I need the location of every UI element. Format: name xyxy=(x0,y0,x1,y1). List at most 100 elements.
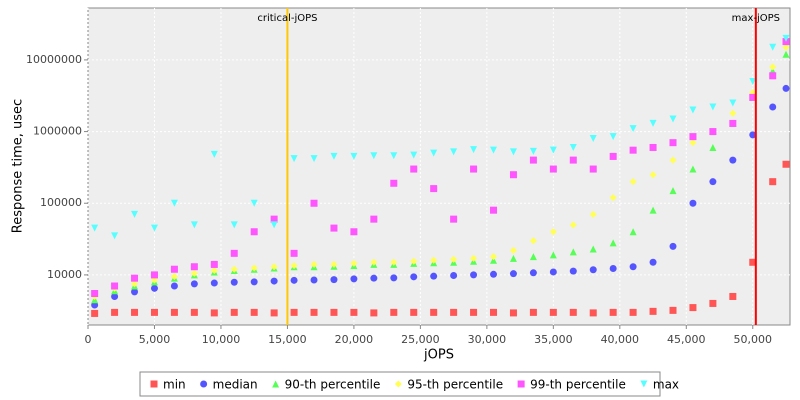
point xyxy=(529,147,537,155)
point xyxy=(111,308,119,316)
point xyxy=(250,228,258,236)
point xyxy=(629,178,637,186)
point xyxy=(569,248,577,256)
point xyxy=(170,282,178,290)
point xyxy=(310,155,318,163)
legend-marker xyxy=(150,380,158,388)
legend-label: 90-th percentile xyxy=(285,378,381,392)
point xyxy=(629,146,637,154)
point xyxy=(769,63,777,71)
point xyxy=(150,224,158,232)
point xyxy=(310,308,318,316)
point xyxy=(330,260,338,268)
x-tick-label: 30,000 xyxy=(468,333,507,346)
point xyxy=(91,224,99,232)
point xyxy=(749,77,757,85)
point xyxy=(470,146,478,154)
point xyxy=(410,165,418,173)
legend-label: median xyxy=(213,378,258,392)
point xyxy=(629,228,637,236)
point xyxy=(629,125,637,133)
point xyxy=(390,152,398,160)
point xyxy=(490,253,498,261)
x-tick-label: 10,000 xyxy=(202,333,241,346)
point xyxy=(170,273,178,281)
point xyxy=(131,210,139,218)
point xyxy=(589,245,597,253)
point xyxy=(689,199,697,207)
point xyxy=(190,221,198,229)
point xyxy=(410,308,418,316)
point xyxy=(669,187,677,195)
point xyxy=(549,228,557,236)
point xyxy=(529,237,537,245)
point xyxy=(131,274,139,282)
y-tick-label: 1000000 xyxy=(33,125,82,138)
point xyxy=(250,199,258,207)
point xyxy=(230,249,238,257)
point xyxy=(131,280,139,288)
x-tick-label: 5,000 xyxy=(139,333,171,346)
point xyxy=(709,103,717,111)
point xyxy=(91,290,99,298)
point xyxy=(669,306,677,314)
point xyxy=(782,84,790,92)
legend-marker xyxy=(640,380,648,388)
point xyxy=(709,128,717,136)
point xyxy=(782,34,790,42)
point xyxy=(230,265,238,273)
point xyxy=(609,239,617,247)
point xyxy=(569,267,577,275)
point xyxy=(190,269,198,277)
point xyxy=(549,268,557,276)
point xyxy=(669,115,677,123)
point xyxy=(589,266,597,274)
point xyxy=(370,152,378,160)
point xyxy=(490,146,498,154)
point xyxy=(290,155,298,163)
annotation-label: critical-jOPS xyxy=(257,13,317,24)
point xyxy=(669,139,677,147)
point xyxy=(649,307,657,315)
point xyxy=(529,269,537,277)
point xyxy=(689,165,697,173)
x-tick-label: 25,000 xyxy=(401,333,440,346)
point xyxy=(782,43,790,51)
point xyxy=(649,119,657,127)
point xyxy=(230,308,238,316)
point xyxy=(390,308,398,316)
point xyxy=(150,284,158,292)
legend-label: min xyxy=(163,378,186,392)
point xyxy=(210,309,218,317)
point xyxy=(529,253,537,261)
point xyxy=(250,278,258,286)
point xyxy=(709,178,717,186)
point xyxy=(310,260,318,268)
y-tick-label: 10000000 xyxy=(26,53,82,66)
point xyxy=(609,308,617,316)
point xyxy=(629,308,637,316)
point xyxy=(370,258,378,266)
legend-marker xyxy=(272,380,280,388)
point xyxy=(111,232,119,240)
point xyxy=(549,251,557,259)
point xyxy=(350,275,358,283)
point xyxy=(609,152,617,160)
point xyxy=(410,257,418,265)
point xyxy=(270,215,278,223)
point xyxy=(111,282,119,290)
point xyxy=(170,265,178,273)
point xyxy=(450,148,458,156)
point xyxy=(290,308,298,316)
point xyxy=(509,309,517,317)
legend-marker xyxy=(200,380,208,388)
x-tick-label: 15,000 xyxy=(268,333,307,346)
point xyxy=(629,263,637,271)
point xyxy=(549,146,557,154)
legend-label: 99-th percentile xyxy=(530,378,626,392)
point xyxy=(509,254,517,262)
point xyxy=(350,308,358,316)
point xyxy=(350,259,358,267)
point xyxy=(91,309,99,317)
